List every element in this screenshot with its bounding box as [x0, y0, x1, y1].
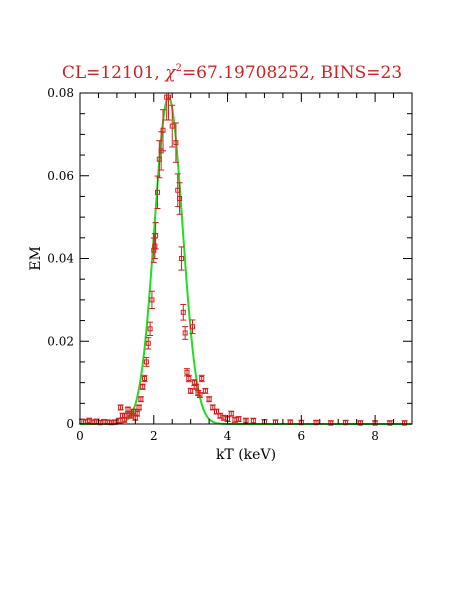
- point-marker: [143, 359, 149, 365]
- y-tick-label: 0.06: [47, 169, 74, 183]
- data-point: [176, 182, 183, 215]
- data-point: [202, 387, 209, 394]
- ticks-layer: [79, 92, 413, 425]
- data-point: [147, 321, 154, 336]
- data-point: [206, 396, 213, 403]
- data-point: [228, 410, 235, 417]
- point-marker: [313, 420, 319, 426]
- point-marker: [387, 420, 393, 426]
- point-marker: [169, 123, 175, 129]
- x-axis-label: kT (keV): [216, 447, 276, 463]
- data-point: [160, 109, 166, 152]
- tick-labels-layer: 0 2 4 6 8 0 0.02 0.04 0.06 0.08: [47, 86, 379, 443]
- point-marker: [199, 375, 205, 381]
- point-marker: [140, 384, 146, 390]
- point-marker: [166, 94, 172, 100]
- point-marker: [188, 388, 194, 394]
- y-axis-label: EM: [28, 246, 44, 271]
- data-point: [141, 374, 148, 383]
- data-point: [250, 417, 257, 424]
- x-tick-label: 8: [371, 429, 379, 443]
- point-marker: [210, 404, 216, 410]
- data-points-layer: [78, 92, 408, 426]
- point-marker: [160, 127, 166, 133]
- point-marker: [118, 404, 124, 410]
- data-point: [198, 374, 205, 383]
- y-tick-label: 0.08: [47, 86, 74, 100]
- point-marker: [206, 396, 212, 402]
- point-marker: [134, 411, 140, 417]
- point-marker: [213, 409, 219, 415]
- x-tick-label: 2: [150, 429, 158, 443]
- x-tick-label: 0: [76, 429, 84, 443]
- data-point: [185, 374, 192, 383]
- point-marker: [236, 416, 242, 422]
- plot-frame: [79, 92, 413, 425]
- title-chi-value: =67.19708252, BINS=23: [182, 63, 402, 83]
- data-point: [235, 416, 242, 423]
- data-point: [189, 319, 196, 335]
- data-point: [180, 303, 187, 321]
- point-marker: [180, 309, 186, 315]
- data-point: [137, 396, 144, 403]
- data-point: [196, 392, 203, 399]
- point-marker: [173, 140, 179, 146]
- point-marker: [147, 326, 153, 332]
- point-marker: [136, 404, 142, 410]
- point-marker: [153, 233, 159, 239]
- data-point: [139, 383, 146, 390]
- point-marker: [149, 297, 155, 303]
- point-marker: [250, 418, 256, 424]
- chart-title: CL=12101, χ2=67.19708252, BINS=23: [62, 63, 402, 83]
- data-point: [136, 404, 143, 411]
- point-marker: [142, 375, 148, 381]
- data-point: [187, 387, 194, 394]
- data-point: [117, 404, 124, 411]
- point-marker: [152, 243, 158, 249]
- data-point: [182, 326, 189, 340]
- x-tick-label: 4: [224, 429, 232, 443]
- point-marker: [138, 396, 144, 402]
- point-marker: [228, 411, 234, 417]
- point-marker: [184, 369, 190, 375]
- title-chi-symbol: χ: [164, 63, 177, 83]
- y-tick-label: 0.02: [47, 334, 74, 348]
- point-marker: [190, 324, 196, 330]
- y-tick-label: 0: [66, 417, 74, 431]
- point-marker: [145, 340, 151, 346]
- y-tick-label: 0.04: [47, 252, 74, 266]
- data-point: [169, 104, 176, 148]
- title-chi-superscript: 2: [176, 63, 182, 74]
- data-point: [134, 410, 141, 417]
- point-marker: [343, 420, 349, 426]
- point-marker: [402, 420, 408, 426]
- data-point: [145, 337, 152, 350]
- point-marker: [177, 196, 183, 202]
- point-marker: [182, 330, 188, 336]
- model-layer: [80, 96, 412, 425]
- point-marker: [154, 189, 160, 195]
- data-point: [209, 404, 216, 411]
- point-marker: [202, 388, 208, 394]
- data-point: [178, 246, 185, 271]
- data-point: [193, 383, 200, 390]
- point-marker: [193, 384, 199, 390]
- point-marker: [197, 392, 203, 398]
- data-point: [152, 222, 159, 250]
- point-marker: [178, 256, 184, 261]
- plot-area: 0 2 4 6 8 0 0.02 0.04 0.06 0.08: [47, 86, 413, 443]
- data-point: [172, 122, 179, 163]
- data-point: [143, 357, 150, 367]
- data-point: [148, 290, 155, 310]
- title-cl-label: CL=12101,: [62, 63, 165, 83]
- x-tick-label: 6: [298, 429, 306, 443]
- point-marker: [328, 420, 334, 426]
- model-curve: [80, 96, 412, 425]
- point-marker: [186, 375, 192, 381]
- point-marker: [357, 420, 363, 426]
